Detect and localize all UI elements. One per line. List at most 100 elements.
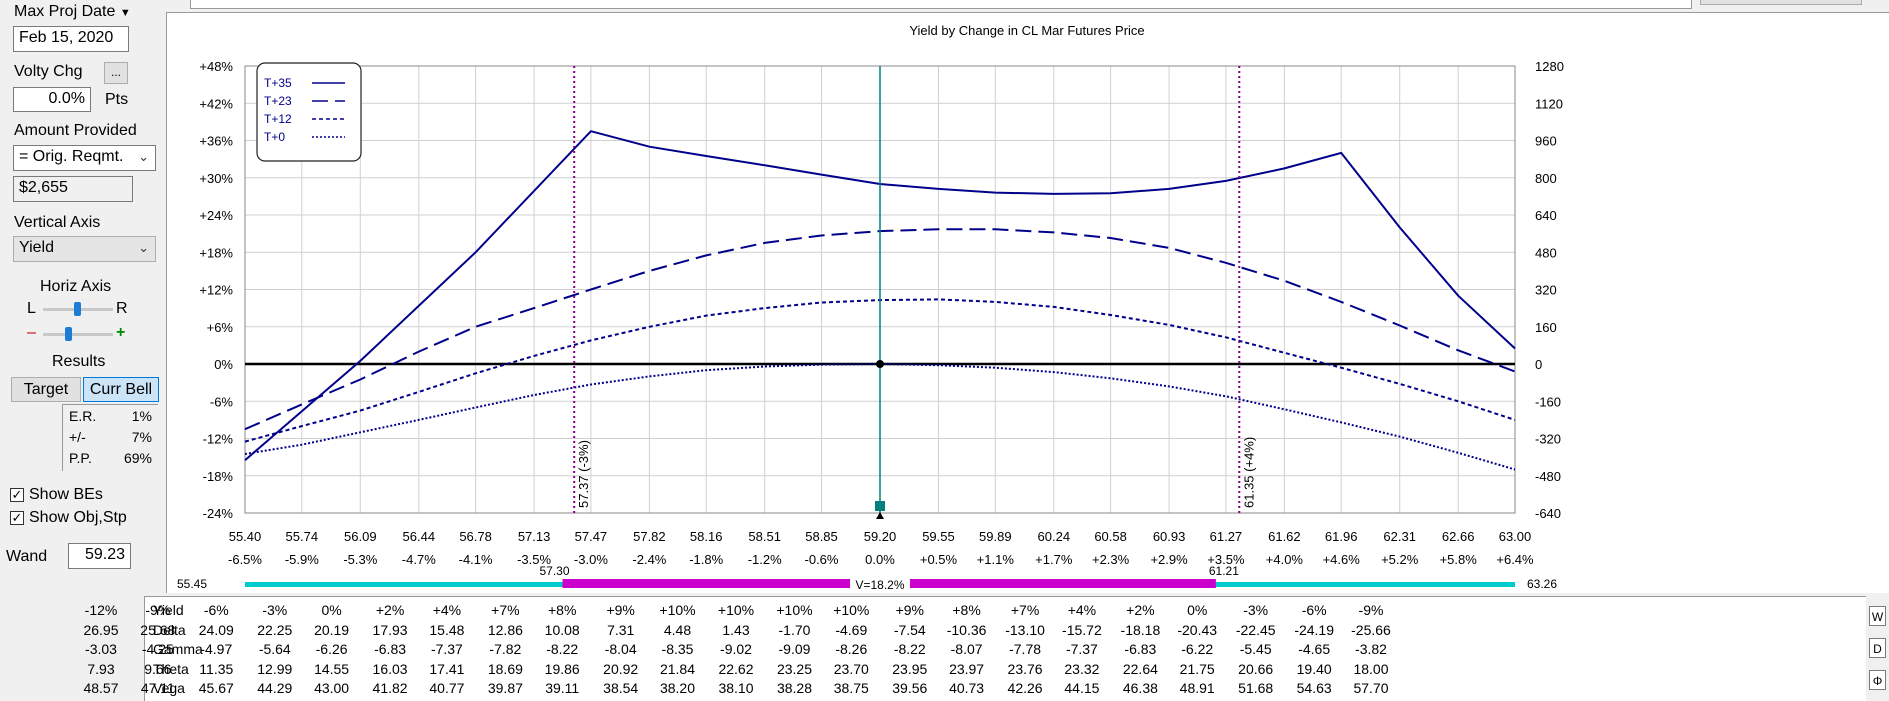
table-cell: -4.25	[141, 641, 174, 657]
zoom-plus[interactable]: +	[116, 324, 126, 341]
y-right-tick-label: 480	[1535, 245, 1557, 260]
table-cell: 39.87	[487, 680, 523, 696]
volty-chg-label: Volty Chg	[14, 63, 83, 80]
x-pct-label: -4.7%	[402, 552, 436, 567]
table-cell: -24.19	[1294, 621, 1335, 638]
wand-input[interactable]: 59.23	[68, 543, 131, 569]
x-pct-label: -1.8%	[689, 552, 723, 567]
table-cell: -8.22	[893, 641, 926, 657]
x-tick-label: 58.85	[805, 529, 838, 544]
x-tick-label: 58.16	[690, 529, 723, 544]
x-tick-label: 55.74	[286, 529, 319, 544]
greeks-table: Yield -12% -9% -6% -3% 0% +2% +4% +7% +8% +9% +10% +…	[83, 596, 1867, 701]
table-cell: +4%	[432, 602, 462, 618]
table-cell: -4.65	[1298, 641, 1331, 657]
show-obj-checkbox[interactable]: ✓	[10, 510, 24, 525]
table-cell: -13.10	[1005, 621, 1045, 638]
legend-label: T+23	[264, 94, 292, 108]
range-inner-left: 57.30	[539, 564, 569, 578]
table-row-label: Gamma	[153, 641, 203, 657]
table-cell: -3%	[1243, 602, 1269, 618]
y-left-tick-label: +42%	[199, 96, 233, 111]
table-cell: -9%	[145, 602, 171, 618]
table-cell: 0%	[321, 602, 342, 618]
tab-curr-bell[interactable]: Curr Bell	[83, 377, 159, 402]
table-cell: -6%	[203, 602, 229, 618]
y-left-tick-label: -12%	[203, 432, 234, 447]
table-cell: 15.48	[429, 621, 465, 638]
table-cell: 46.38	[1122, 680, 1158, 696]
table-cell: 14.55	[314, 660, 350, 677]
volty-chg-button[interactable]: ...	[104, 62, 128, 84]
dropdown-arrow-icon[interactable]: ▼	[119, 7, 131, 19]
x-pct-label: +4.0%	[1266, 552, 1304, 567]
x-tick-label: 61.62	[1268, 529, 1301, 544]
side-button[interactable]: Φ	[1869, 670, 1886, 690]
table-cell: -6.26	[315, 641, 348, 657]
top-toolbar-button[interactable]	[1700, 0, 1862, 5]
table-cell: +8%	[547, 602, 577, 618]
tab-target[interactable]: Target	[11, 377, 81, 402]
center-handle	[875, 501, 885, 511]
table-cell: 25.68	[140, 621, 176, 638]
results-box: E.R. 1% +/- 7% P.P. 69%	[62, 404, 158, 471]
y-left-tick-label: +18%	[199, 245, 233, 260]
vertical-axis-select[interactable]: Yield ⌄	[13, 236, 156, 262]
table-cell: +9%	[606, 602, 635, 618]
y-right-tick-label: 960	[1535, 134, 1557, 149]
table-cell: 54.63	[1296, 680, 1332, 696]
side-button[interactable]: W	[1869, 606, 1886, 626]
show-bes-checkbox[interactable]: ✓	[10, 487, 24, 502]
table-cell: 20.92	[603, 660, 639, 677]
table-cell: 7.93	[87, 660, 115, 677]
table-cell: 17.93	[372, 621, 408, 638]
table-cell: +2%	[375, 602, 405, 618]
chevron-down-icon: ⌄	[138, 240, 149, 255]
table-cell: 21.84	[659, 660, 696, 677]
table-cell: -9.02	[720, 641, 752, 657]
max-proj-date-input[interactable]: Feb 15, 2020	[13, 26, 129, 52]
table-cell: -8.04	[604, 641, 637, 657]
zoom-slider[interactable]	[43, 333, 113, 336]
horiz-l-label: L	[27, 300, 36, 317]
table-cell: +10%	[717, 602, 755, 618]
table-cell: 24.09	[198, 621, 234, 638]
table-cell: -6%	[1301, 602, 1327, 618]
table-cell: 10.08	[544, 621, 580, 638]
x-pct-label: -1.2%	[748, 552, 782, 567]
zoom-slider-thumb[interactable]	[65, 327, 72, 341]
x-tick-label: 60.58	[1094, 529, 1127, 544]
range-right-end: 63.26	[1527, 577, 1557, 591]
series-line-tp35	[244, 130, 1516, 461]
table-cell: -8.35	[661, 641, 694, 657]
table-cell: 11.35	[199, 660, 234, 677]
y-right-tick-label: 0	[1535, 357, 1542, 372]
y-right-tick-label: -320	[1535, 432, 1561, 447]
y-right-tick-label: 800	[1535, 171, 1557, 186]
range-center-box	[850, 577, 910, 591]
table-cell: 40.77	[429, 680, 465, 696]
y-left-tick-label: -6%	[210, 394, 234, 409]
horiz-axis-slider-thumb[interactable]	[74, 302, 81, 316]
max-proj-date-label[interactable]: Max Proj Date ▼	[14, 3, 131, 20]
table-cell: -15.72	[1062, 621, 1102, 638]
amount-provided-select[interactable]: = Orig. Reqmt. ⌄	[13, 145, 156, 171]
table-cell: 51.68	[1238, 680, 1274, 696]
x-tick-label: 57.82	[633, 529, 666, 544]
table-cell: 38.28	[776, 680, 812, 696]
zoom-minus[interactable]: –	[27, 324, 36, 341]
chart-panel: Yield by Change in CL Mar Futures Price …	[166, 12, 1889, 593]
side-button[interactable]: D	[1869, 638, 1886, 658]
table-cell: -7.37	[1065, 641, 1098, 657]
x-pct-label: -3.5%	[517, 552, 551, 567]
table-cell: -3%	[262, 602, 288, 618]
legend-label: T+12	[264, 112, 292, 126]
amount-value: $2,655	[13, 176, 133, 202]
volty-chg-input[interactable]: 0.0%	[13, 87, 91, 112]
top-toolbar-field[interactable]	[190, 0, 1692, 9]
table-cell: -6.22	[1181, 641, 1214, 657]
table-cell: -6.83	[374, 641, 407, 657]
y-right-tick-label: -640	[1535, 506, 1561, 521]
x-tick-label: 56.44	[403, 529, 436, 544]
yield-chart[interactable]: Yield by Change in CL Mar Futures Price …	[167, 13, 1889, 593]
